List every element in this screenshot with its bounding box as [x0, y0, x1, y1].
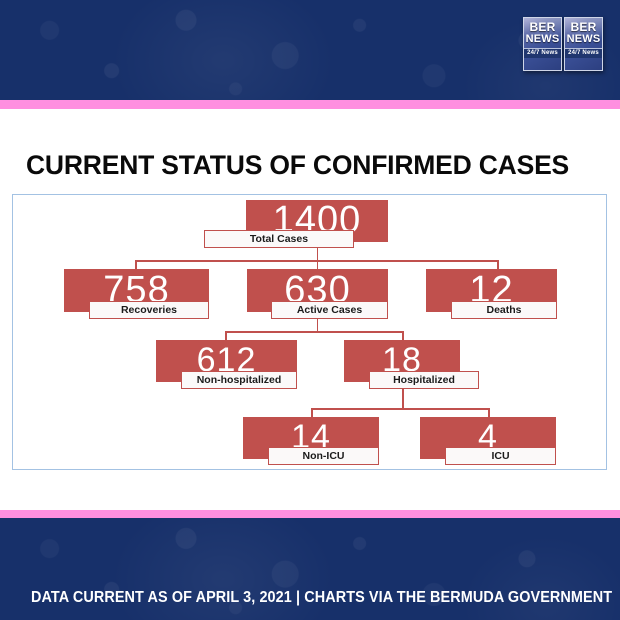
connector-line — [225, 331, 227, 341]
logo-news-text: NEWS — [525, 33, 560, 45]
logo-247-text: 24/7 News — [565, 48, 602, 58]
connector-line — [225, 331, 402, 333]
virus-texture-backdrop — [0, 0, 620, 101]
bernews-logo[interactable]: BER NEWS 24/7 News BER NEWS 24/7 News — [523, 17, 603, 71]
node-label-total: Total Cases — [204, 230, 354, 248]
connector-line — [402, 331, 404, 341]
connector-line — [311, 408, 313, 418]
node-label-non-icu: Non-ICU — [268, 447, 379, 465]
chart-frame: 1400 Total Cases 758 Recoveries 630 Active Ca… — [12, 194, 607, 470]
chart-canvas: 1400 Total Cases 758 Recoveries 630 Active Ca… — [13, 195, 606, 469]
page-title: CURRENT STATUS OF CONFIRMED CASES — [26, 150, 570, 180]
top-pink-divider — [0, 100, 620, 109]
node-label-icu: ICU — [445, 447, 556, 465]
node-label-hospitalized: Hospitalized — [369, 371, 479, 389]
bottom-banner — [0, 518, 620, 620]
node-label-recoveries: Recoveries — [89, 301, 209, 319]
node-value-icu: 4 — [478, 418, 498, 456]
connector-line — [316, 260, 319, 270]
connector-line — [311, 408, 488, 410]
logo-news-text: NEWS — [566, 33, 601, 45]
footer-caption: DATA CURRENT AS OF APRIL 3, 2021 | CHART… — [31, 589, 613, 606]
logo-247-text: 24/7 News — [524, 48, 561, 58]
connector-line — [488, 408, 490, 418]
connector-line — [316, 319, 319, 332]
node-label-active: Active Cases — [271, 301, 388, 319]
connector-line — [316, 248, 319, 261]
node-label-deaths: Deaths — [451, 301, 557, 319]
logo-ber-text: BER — [529, 20, 556, 34]
virus-texture-backdrop — [0, 518, 620, 620]
logo-panel-right: BER NEWS 24/7 News — [564, 17, 603, 71]
connector-line — [135, 260, 137, 270]
top-banner — [0, 0, 620, 101]
logo-panel-left: BER NEWS 24/7 News — [523, 17, 562, 71]
node-label-non-hospitalized: Non-hospitalized — [181, 371, 297, 389]
connector-line — [497, 260, 499, 270]
bottom-pink-divider — [0, 510, 620, 519]
logo-ber-text: BER — [570, 20, 597, 34]
connector-line — [402, 389, 404, 403]
connector-line — [402, 401, 404, 409]
